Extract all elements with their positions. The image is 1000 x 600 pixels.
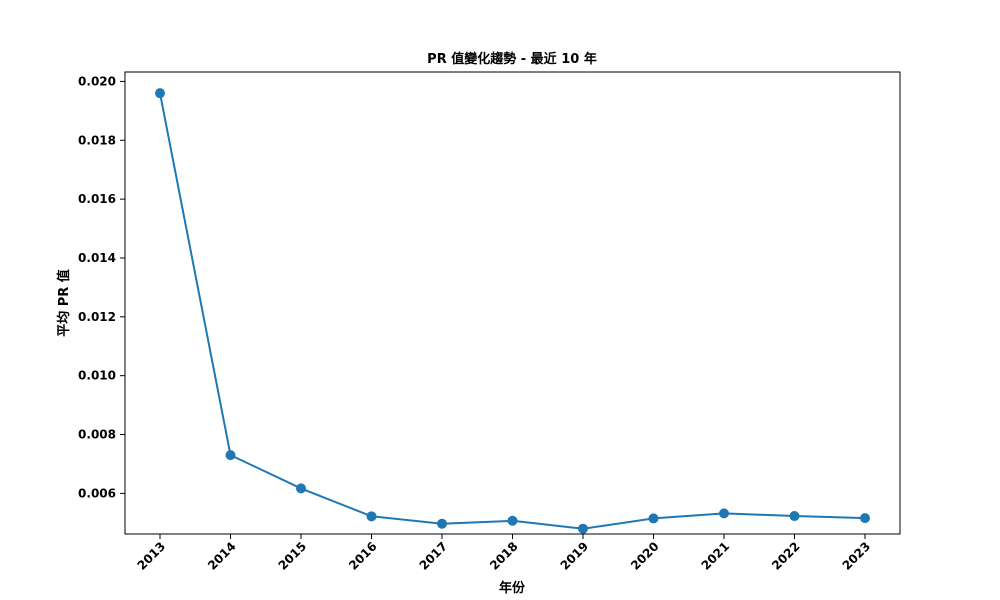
x-tick-label: 2021 — [699, 539, 733, 573]
data-point — [860, 513, 870, 524]
data-point — [719, 508, 729, 519]
data-point — [155, 88, 165, 99]
y-tick-label: 0.012 — [78, 310, 116, 324]
y-tick-label: 0.016 — [78, 192, 116, 206]
y-tick-label: 0.014 — [78, 251, 116, 265]
y-tick-label: 0.018 — [78, 133, 116, 147]
series — [155, 88, 870, 534]
x-axis: 2013 2014 2015 2016 2017 2018 2019 2020 2021 2022… — [135, 534, 874, 573]
x-tick-label: 2023 — [840, 539, 874, 573]
y-tick-label: 0.020 — [78, 74, 116, 88]
chart-title: PR 值變化趨勢 - 最近 10 年 — [427, 51, 597, 67]
x-tick-label: 2019 — [558, 539, 592, 573]
series-line — [159, 93, 866, 530]
plot-area — [124, 71, 901, 535]
data-point — [507, 515, 518, 526]
x-tick-label: 2013 — [135, 539, 169, 573]
data-point — [648, 513, 659, 524]
data-point — [296, 483, 306, 494]
data-point — [437, 518, 447, 529]
y-tick-label: 0.006 — [78, 486, 116, 500]
data-point — [789, 511, 800, 522]
y-axis-label: 平均 PR 值 — [56, 269, 72, 337]
data-point — [578, 523, 588, 534]
data-point — [366, 511, 377, 522]
x-tick-label: 2014 — [205, 539, 239, 573]
data-point — [225, 450, 236, 461]
y-tick-label: 0.010 — [78, 369, 116, 383]
x-axis-label: 年份 — [499, 580, 526, 596]
x-tick-label: 2016 — [346, 539, 380, 573]
x-tick-label: 2020 — [628, 539, 662, 573]
x-tick-label: 2015 — [276, 539, 310, 573]
x-tick-label: 2018 — [487, 539, 521, 573]
x-tick-label: 2022 — [769, 539, 803, 573]
y-tick-label: 0.008 — [78, 428, 116, 442]
x-tick-label: 2017 — [417, 539, 451, 573]
y-axis: 0.006 0.008 0.010 0.012 0.014 0.016 0.018 0.020 — [78, 74, 125, 500]
